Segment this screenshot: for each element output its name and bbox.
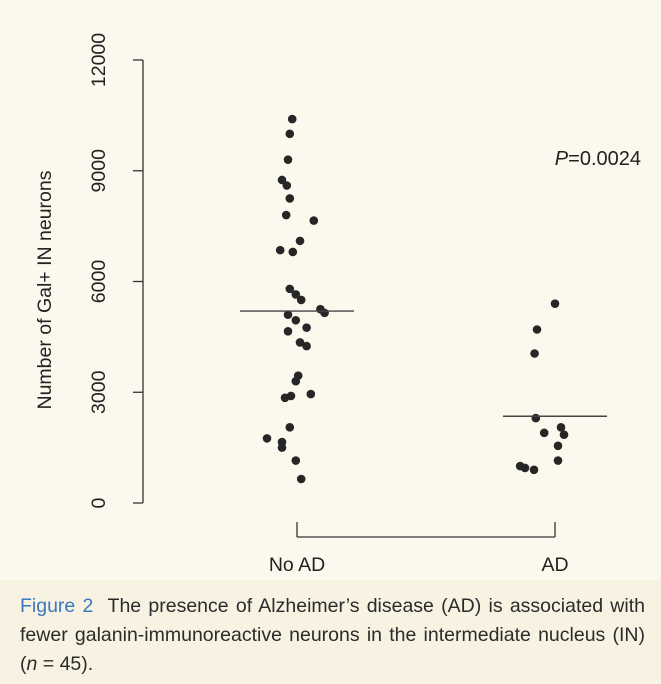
data-point [320, 308, 329, 318]
data-point [531, 413, 541, 423]
y-tick-label: 0 [88, 497, 110, 508]
data-point [296, 295, 306, 305]
data-point [283, 310, 293, 320]
data-point [309, 216, 319, 225]
data-point [520, 463, 530, 473]
data-point [291, 376, 301, 386]
caption-text-after: = 45). [37, 653, 94, 675]
data-point [539, 428, 549, 438]
data-point [559, 430, 569, 440]
data-point [530, 349, 539, 358]
y-tick-label: 3000 [88, 370, 110, 414]
data-point [288, 247, 298, 257]
data-point [550, 299, 560, 308]
data-point [291, 456, 301, 465]
data-point [302, 341, 311, 351]
data-point [553, 441, 563, 451]
x-tick-label: AD [541, 554, 568, 576]
p-value-symbol: P [555, 148, 569, 170]
data-point [281, 210, 291, 220]
p-value-annotation: P=0.0024 [555, 148, 641, 170]
y-tick-label: 9000 [88, 149, 110, 193]
p-value-text: =0.0024 [568, 148, 641, 170]
data-point [285, 284, 295, 294]
y-tick-label: 12000 [88, 33, 110, 87]
data-point [283, 155, 293, 164]
chart-svg: 0 3000 6000 9000 12000 No AD AD Number of Gal… [34, 33, 641, 576]
data-point [280, 393, 290, 403]
data-point [532, 325, 542, 334]
figure-label: Figure 2 [20, 595, 94, 617]
y-tick-label: 6000 [88, 260, 110, 304]
data-point [285, 129, 295, 139]
data-point [277, 443, 287, 452]
data-point [306, 389, 316, 399]
data-point [296, 474, 306, 484]
data-points [262, 114, 569, 484]
data-point [277, 175, 287, 185]
data-point [553, 456, 563, 465]
data-point [262, 434, 272, 443]
caption-n-symbol: n [26, 653, 38, 675]
y-axis: 0 3000 6000 9000 12000 [88, 33, 144, 508]
x-tick-label: No AD [269, 554, 325, 576]
data-point [282, 181, 292, 190]
data-point [291, 290, 301, 299]
data-point [295, 338, 305, 347]
caption-text-before: The presence of Alzheimer’s disease (AD)… [20, 595, 651, 675]
y-axis-label: Number of Gal+ IN neurons [34, 170, 56, 409]
chart: 0 3000 6000 9000 12000 No AD AD Number of Gal… [0, 0, 661, 580]
figure-caption: Figure 2 The presence of Alzheimer’s dis… [20, 592, 645, 679]
x-axis: No AD AD [269, 522, 569, 576]
data-point [283, 327, 293, 336]
data-point [275, 245, 285, 255]
data-point [529, 465, 539, 475]
median-lines [240, 310, 607, 417]
data-point [295, 236, 305, 246]
data-point [285, 423, 295, 432]
data-point [285, 194, 295, 203]
data-point [556, 423, 566, 432]
data-point [302, 323, 311, 332]
data-point [287, 114, 297, 124]
data-point [291, 315, 301, 325]
